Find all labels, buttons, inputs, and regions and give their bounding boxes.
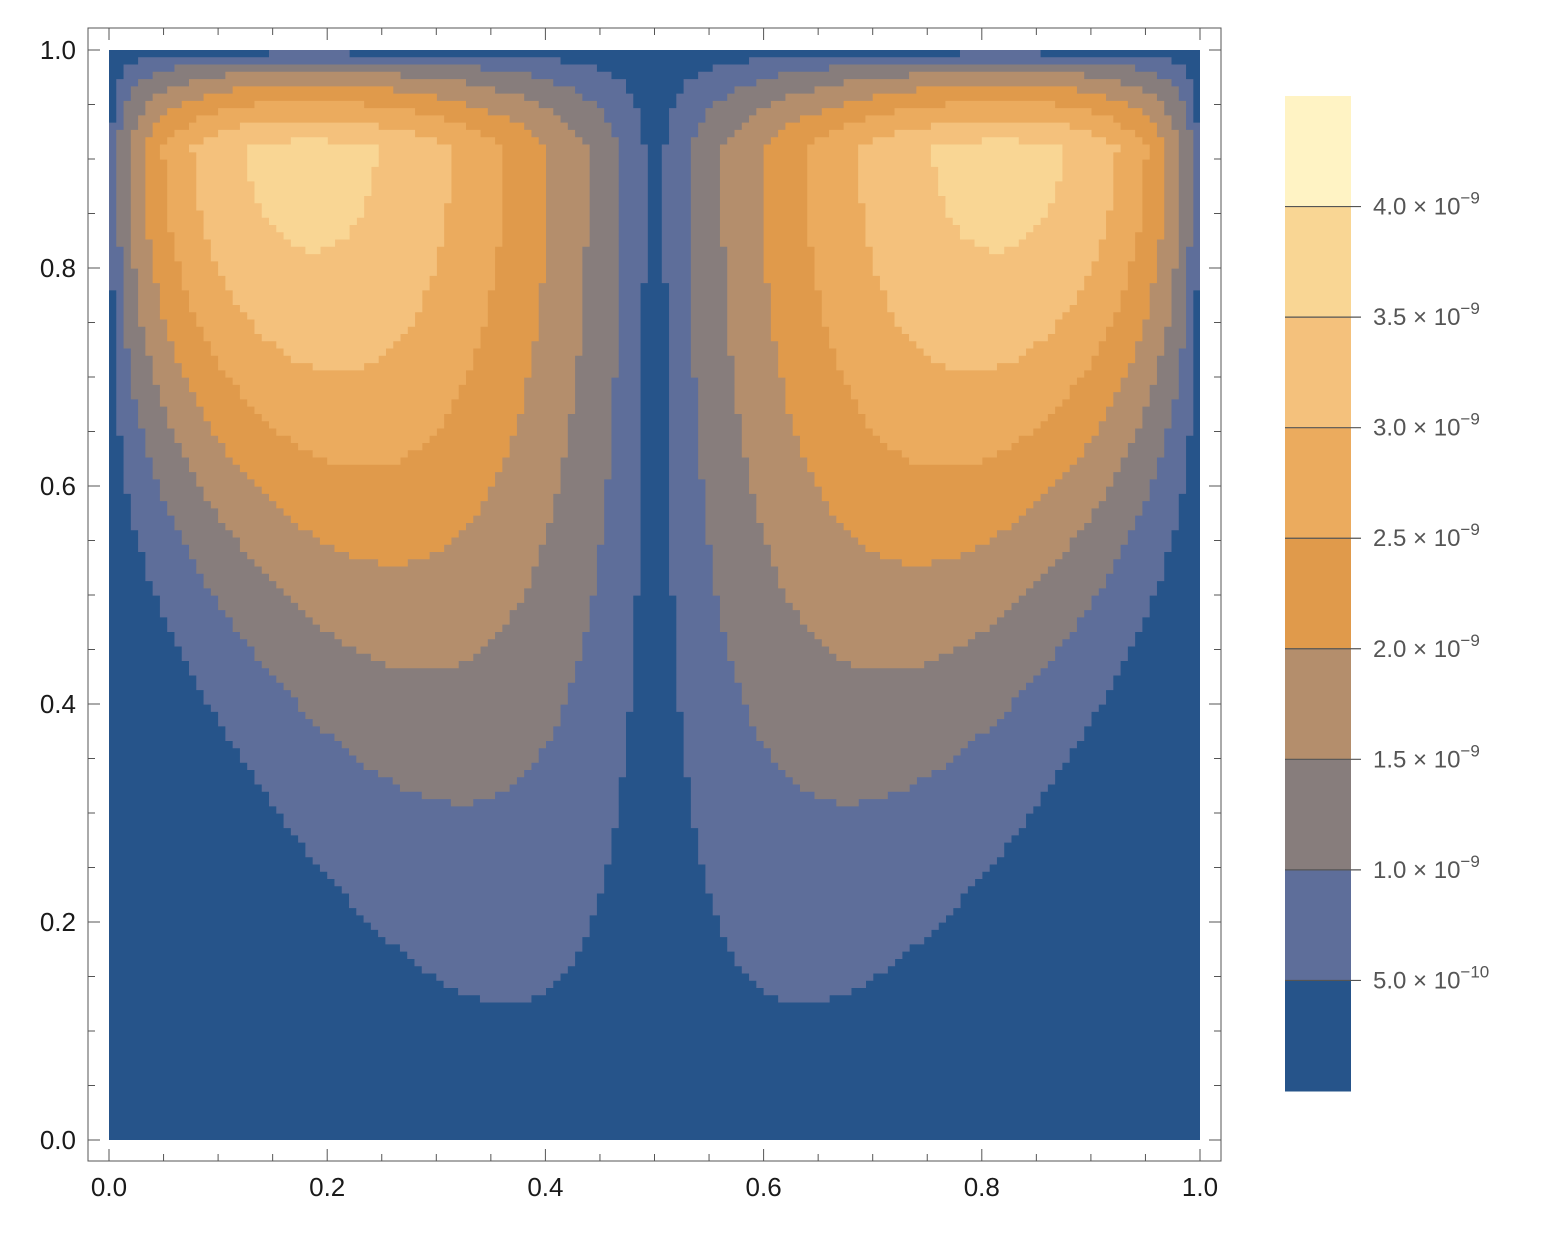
x-tick-label: 1.0 [1182, 1172, 1218, 1202]
color-legend: 4.0 × 10−9 3.5 × 10−9 3.0 × 10−9 2.5 × 10−9… [1285, 96, 1489, 1092]
legend-label: 2.0 × 10−9 [1373, 631, 1480, 663]
legend-swatch [1285, 759, 1351, 871]
x-tick-label: 0.0 [91, 1172, 127, 1202]
y-tick-label: 0.4 [40, 689, 76, 719]
legend-label: 3.5 × 10−9 [1373, 299, 1480, 331]
y-tick-label: 0.8 [40, 253, 76, 283]
legend-swatch [1285, 538, 1351, 650]
legend-label: 1.5 × 10−9 [1373, 741, 1480, 773]
contour-band-7 [247, 137, 1063, 255]
legend-swatch [1285, 317, 1351, 429]
contour-band-6 [189, 122, 1121, 371]
x-axis: 0.0 0.2 0.4 0.6 0.8 1.0 [91, 28, 1218, 1202]
y-tick-label: 0.6 [40, 471, 76, 501]
plot-area [109, 50, 1200, 1140]
legend-swatch [1285, 869, 1351, 981]
x-tick-label: 0.8 [964, 1172, 1000, 1202]
y-axis: 0.0 0.2 0.4 0.6 0.8 1.0 [40, 35, 1221, 1155]
legend-label: 2.5 × 10−9 [1373, 520, 1480, 552]
y-tick-label: 0.2 [40, 907, 76, 937]
legend-label: 1.0 × 10−9 [1373, 852, 1480, 884]
legend-swatch [1285, 206, 1351, 318]
legend-swatch [1285, 648, 1351, 760]
legend-label: 5.0 × 10−10 [1373, 962, 1489, 994]
contour-bands [109, 50, 1200, 1003]
x-tick-label: 0.4 [527, 1172, 563, 1202]
y-tick-label: 0.0 [40, 1125, 76, 1155]
legend-label: 3.0 × 10−9 [1373, 410, 1480, 442]
x-tick-label: 0.6 [746, 1172, 782, 1202]
y-tick-label: 1.0 [40, 35, 76, 65]
legend-swatch [1285, 980, 1351, 1092]
legend-label: 4.0 × 10−9 [1373, 189, 1480, 221]
legend-swatch [1285, 96, 1351, 208]
legend-swatch [1285, 427, 1351, 539]
x-tick-label: 0.2 [309, 1172, 345, 1202]
